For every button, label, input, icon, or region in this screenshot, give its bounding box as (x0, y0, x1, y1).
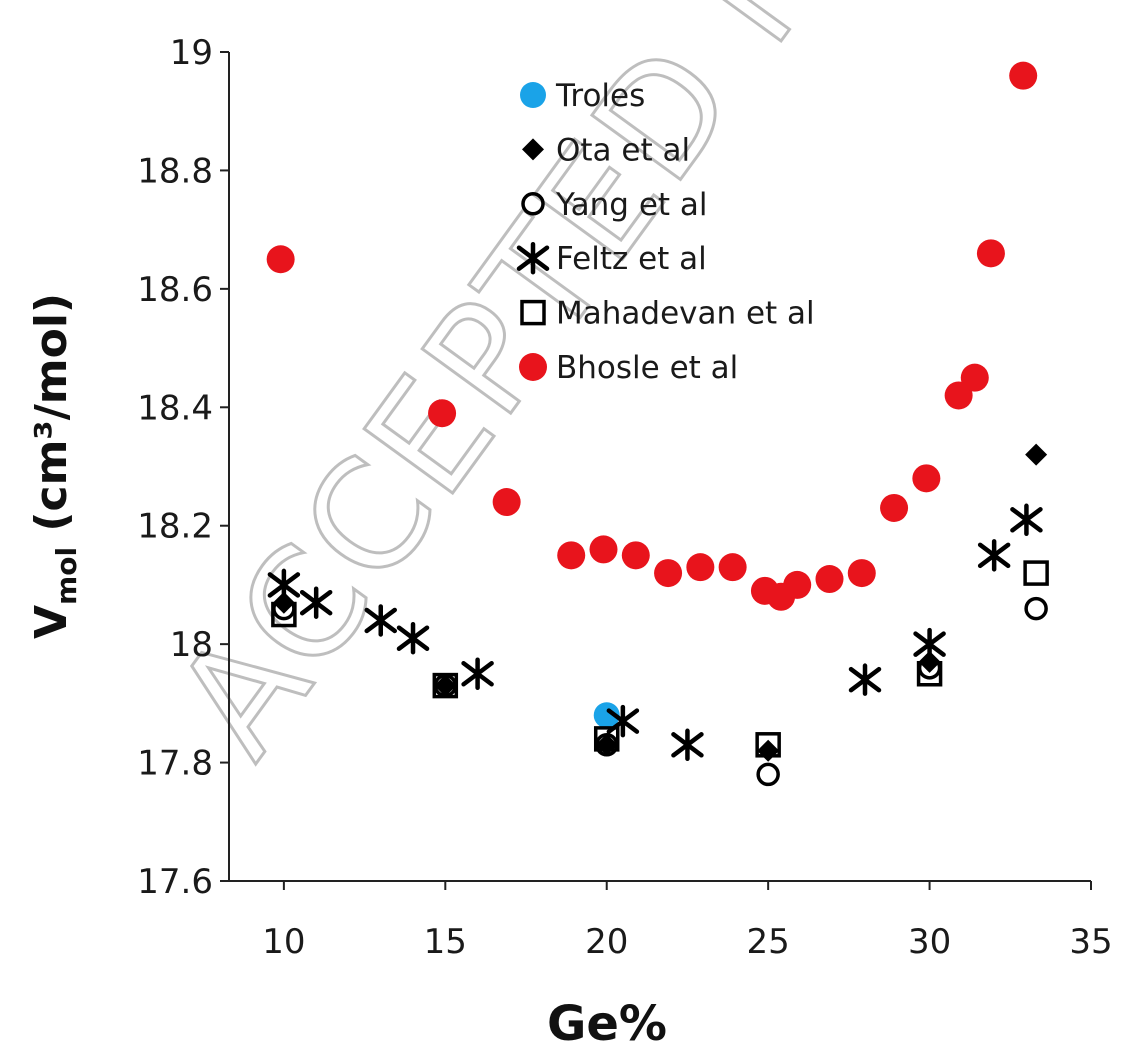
data-point-feltz-et-al (364, 604, 397, 637)
data-point-ota-et-al (1025, 443, 1048, 466)
data-point-feltz-et-al (977, 539, 1011, 572)
y-tick-label: 18.6 (137, 270, 213, 310)
y-tick-label: 18 (170, 625, 213, 665)
data-point-feltz-et-al (671, 728, 704, 762)
data-point-mahadevan-et-al (593, 726, 620, 752)
data-point-yang-et-al (1024, 596, 1048, 621)
legend-marker-4 (520, 299, 546, 326)
data-points (266, 61, 1049, 787)
y-tick-label: 18.8 (137, 151, 213, 191)
data-point-bhosle-et-al (589, 535, 618, 564)
data-point-bhosle-et-al (912, 464, 941, 493)
x-tick-label: 30 (908, 922, 951, 962)
data-point-ota-et-al (434, 674, 457, 697)
x-tick-label: 15 (424, 922, 467, 962)
data-point-mahadevan-et-al (1023, 560, 1049, 586)
data-point-bhosle-et-al (880, 493, 909, 522)
data-point-bhosle-et-al (557, 541, 586, 570)
x-tick-label: 10 (262, 922, 305, 962)
legend-marker-3 (516, 241, 550, 275)
legend: Troles Ota et al Yang et al Feltz et al Maha… (516, 78, 815, 386)
data-point-mahadevan-et-al (755, 732, 781, 758)
data-point-bhosle-et-al (815, 565, 844, 594)
data-point-mahadevan-et-al (916, 661, 943, 687)
data-point-bhosle-et-al (718, 553, 747, 582)
data-point-bhosle-et-al (654, 559, 683, 588)
legend-label: Feltz et al (556, 241, 707, 277)
x-axis-title: Ge% (547, 996, 667, 1052)
y-axis-title: Vmol (cm³/mol) (26, 293, 83, 639)
data-point-ota-et-al (757, 739, 780, 762)
data-point-bhosle-et-al (944, 381, 973, 410)
data-point-feltz-et-al (396, 621, 430, 655)
data-point-mahadevan-et-al (432, 672, 459, 699)
y-tick-label: 17.8 (137, 744, 213, 784)
data-point-feltz-et-al (606, 704, 640, 738)
y-axis-title-main: V (26, 605, 77, 639)
watermark-text: ACCEPTED MA (143, 0, 942, 786)
ticks: 17.6 17.8 18 18.2 18.4 18.6 18.8 19 10 15 20 25 30 35 (137, 33, 1112, 962)
data-point-feltz-et-al (299, 586, 333, 619)
data-point-bhosle-et-al (266, 245, 295, 274)
data-point-feltz-et-al (461, 657, 494, 690)
legend-label: Mahadevan et al (556, 296, 815, 332)
data-point-bhosle-et-al (976, 239, 1005, 268)
data-point-bhosle-et-al (847, 559, 876, 588)
legend-marker-2 (521, 192, 545, 216)
y-tick-label: 19 (170, 33, 213, 73)
data-point-mahadevan-et-al (271, 601, 297, 628)
y-tick-label: 18.2 (137, 507, 213, 547)
x-tick-label: 20 (585, 922, 628, 962)
data-point-bhosle-et-al (492, 488, 521, 517)
legend-marker-5 (519, 353, 547, 381)
data-point-feltz-et-al (1010, 503, 1043, 537)
data-point-yang-et-al (756, 762, 780, 787)
data-point-bhosle-et-al (686, 553, 715, 582)
data-point-bhosle-et-al (621, 541, 650, 570)
data-point-feltz-et-al (848, 663, 882, 696)
data-point-bhosle-et-al (783, 570, 812, 599)
y-axis-title-sub: mol (50, 547, 83, 605)
data-point-bhosle-et-al (960, 363, 989, 392)
legend-marker-1 (522, 138, 544, 161)
axes (228, 52, 1091, 882)
watermark: ACCEPTED MA (142, 0, 944, 788)
legend-label: Bhosle et al (556, 350, 738, 386)
data-point-troles (593, 702, 620, 729)
legend-label: Troles (555, 78, 645, 114)
data-point-feltz-et-al (267, 568, 301, 602)
data-point-bhosle-et-al (428, 399, 457, 428)
y-tick-label: 17.6 (137, 862, 213, 902)
data-point-feltz-et-al (913, 627, 946, 661)
x-tick-label: 35 (1069, 922, 1112, 962)
legend-label: Yang et al (555, 187, 708, 223)
data-point-bhosle-et-al (1009, 61, 1038, 90)
y-axis-title-rest: (cm³/mol) (26, 293, 77, 547)
legend-label: Ota et al (556, 132, 690, 168)
legend-marker-0 (520, 82, 546, 108)
x-tick-label: 25 (747, 922, 790, 962)
y-tick-label: 18.4 (137, 388, 213, 428)
